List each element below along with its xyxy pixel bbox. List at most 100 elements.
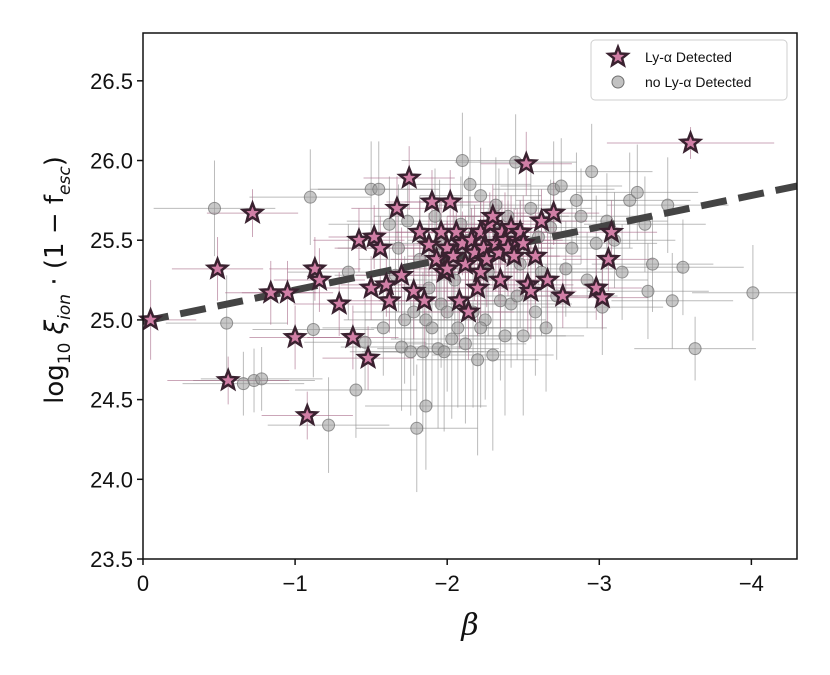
data-point-star bbox=[326, 290, 352, 315]
data-point-circle bbox=[589, 236, 603, 250]
data-point-circle bbox=[524, 201, 538, 215]
data-point-circle bbox=[404, 345, 418, 359]
data-point-star bbox=[384, 194, 410, 220]
data-point-star bbox=[595, 245, 622, 271]
data-point-circle bbox=[516, 329, 530, 343]
data-point-star bbox=[282, 323, 308, 349]
y-tick-label: 25.5 bbox=[90, 228, 133, 253]
data-point-star bbox=[507, 218, 533, 244]
data-point-circle bbox=[358, 335, 372, 349]
y-label-xi-sub: ion bbox=[55, 294, 75, 320]
y-tick-label: 23.5 bbox=[90, 547, 133, 572]
data-point-star bbox=[501, 242, 527, 268]
data-point-circle bbox=[565, 241, 579, 255]
data-point-circle bbox=[303, 190, 317, 204]
data-point-circle bbox=[646, 257, 660, 271]
y-tick-label: 26.0 bbox=[90, 149, 133, 174]
data-point-star bbox=[274, 279, 301, 304]
data-point-circle bbox=[440, 305, 454, 319]
y-tick-label: 24.5 bbox=[90, 388, 133, 413]
data-point-star bbox=[373, 271, 400, 296]
data-point-circle bbox=[688, 342, 702, 356]
y-label-xi: ξ bbox=[40, 319, 70, 342]
lya-points bbox=[137, 129, 704, 427]
data-point-star bbox=[518, 277, 544, 303]
y-label-f-sub: esc bbox=[55, 166, 75, 195]
fit-line bbox=[142, 182, 798, 325]
data-point-circle bbox=[401, 214, 415, 228]
y-axis-ticks: 23.5 24.0 24.5 25.0 25.5 26.0 26.5 bbox=[90, 69, 143, 572]
data-point-circle bbox=[322, 418, 336, 432]
data-point-star bbox=[434, 255, 460, 280]
x-tick-label: −1 bbox=[283, 571, 308, 596]
data-point-circle bbox=[376, 321, 390, 335]
data-point-circle bbox=[451, 321, 465, 335]
data-point-star bbox=[215, 367, 241, 392]
data-point-circle bbox=[585, 165, 599, 179]
no-lya-error-bars bbox=[153, 112, 797, 493]
data-point-star bbox=[589, 284, 616, 309]
data-point-star bbox=[302, 255, 328, 280]
data-point-star bbox=[549, 282, 576, 307]
data-point-circle bbox=[445, 332, 459, 346]
data-point-star bbox=[513, 150, 540, 175]
data-point-star bbox=[534, 266, 561, 291]
data-point-circle bbox=[437, 345, 451, 359]
data-point-star bbox=[204, 255, 231, 280]
data-point-star bbox=[340, 323, 366, 349]
y-tick-label: 24.0 bbox=[90, 467, 133, 492]
legend-label-no-lya: no Ly-α Detected bbox=[645, 74, 751, 90]
data-point-circle bbox=[455, 154, 469, 168]
data-point-star bbox=[407, 218, 433, 244]
data-point-circle bbox=[510, 289, 524, 303]
data-point-circle bbox=[392, 241, 406, 255]
data-point-star bbox=[677, 129, 704, 154]
data-point-star bbox=[355, 344, 381, 370]
data-point-circle bbox=[463, 177, 477, 191]
data-point-star bbox=[598, 218, 625, 244]
data-point-circle bbox=[474, 189, 488, 203]
data-point-star bbox=[583, 274, 610, 299]
data-point-circle bbox=[528, 305, 542, 319]
y-tick-label: 26.5 bbox=[90, 69, 133, 94]
y-label-log: log bbox=[40, 364, 70, 404]
legend-circle-marker bbox=[611, 75, 625, 89]
data-point-circle bbox=[372, 182, 386, 196]
data-point-star bbox=[467, 258, 494, 283]
x-tick-label: −3 bbox=[587, 571, 612, 596]
data-point-circle bbox=[746, 286, 760, 300]
data-point-circle bbox=[382, 217, 396, 231]
data-point-circle bbox=[398, 313, 412, 327]
data-point-circle bbox=[407, 305, 421, 319]
data-point-circle bbox=[306, 322, 320, 336]
data-point-star bbox=[522, 242, 549, 268]
data-point-circle bbox=[474, 321, 488, 335]
x-tick-label: 0 bbox=[137, 571, 149, 596]
y-label-end: ) bbox=[40, 156, 70, 166]
data-point-star bbox=[376, 287, 403, 312]
legend-box bbox=[590, 39, 788, 101]
data-point-star bbox=[416, 231, 442, 256]
data-point-circle bbox=[615, 265, 629, 279]
data-point-circle bbox=[349, 383, 363, 397]
y-tick-label: 25.0 bbox=[90, 308, 133, 333]
data-point-circle bbox=[236, 377, 250, 391]
data-point-circle bbox=[493, 294, 507, 308]
data-point-star bbox=[540, 199, 567, 225]
data-point-circle bbox=[458, 337, 472, 351]
data-point-star bbox=[367, 234, 394, 260]
data-point-circle bbox=[569, 193, 583, 207]
data-point-circle bbox=[255, 372, 269, 386]
data-point-circle bbox=[471, 353, 485, 367]
data-point-circle bbox=[419, 399, 433, 413]
data-point-star bbox=[487, 266, 514, 291]
data-point-circle bbox=[574, 209, 588, 223]
x-axis-label: β bbox=[460, 608, 478, 643]
plot-frame bbox=[142, 32, 798, 560]
data-point-circle bbox=[498, 329, 512, 343]
data-point-star bbox=[455, 298, 482, 323]
data-point-star bbox=[400, 277, 427, 303]
data-point-circle bbox=[676, 260, 690, 274]
data-point-circle bbox=[410, 421, 424, 435]
